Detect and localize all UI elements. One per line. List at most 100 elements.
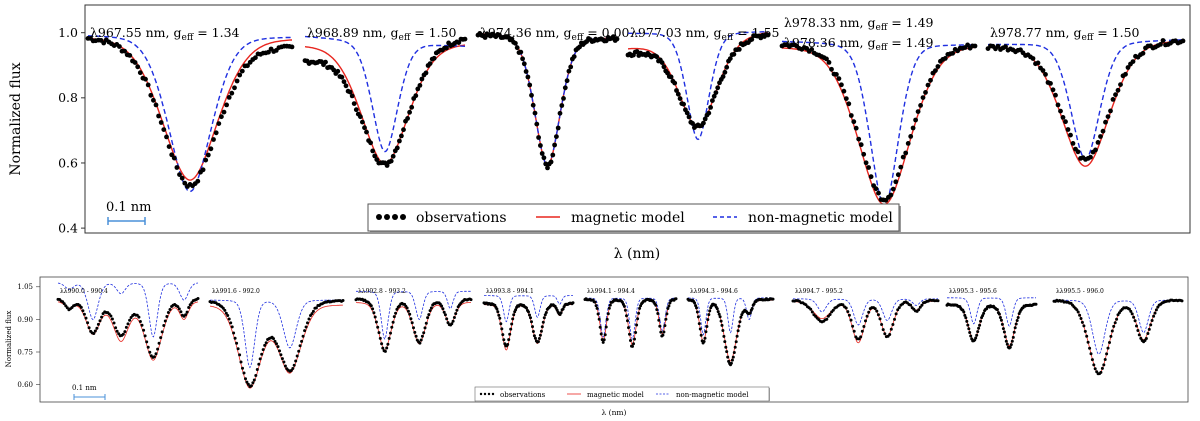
bottom-panel: λλ994.7 - 995.2 <box>791 288 940 344</box>
top-nonmagnetic-model-line <box>305 35 465 153</box>
bottom-observation-point <box>719 319 723 323</box>
top-observation-point <box>965 42 970 48</box>
top-observation-point <box>341 79 347 85</box>
top-observation-point <box>555 125 561 131</box>
top-observation-point <box>873 186 879 192</box>
bottom-observation-point <box>509 327 513 331</box>
bottom-observation-point <box>371 307 375 311</box>
bottom-observation-point <box>849 318 853 322</box>
top-observation-point <box>918 103 923 108</box>
top-nonmagnetic-model-line <box>88 35 292 193</box>
bottom-observation-point <box>602 338 606 342</box>
bottom-observation-point <box>655 308 659 312</box>
bottom-observation-point <box>229 321 233 325</box>
bottom-observation-point <box>860 329 864 333</box>
bottom-observation-point <box>496 310 500 314</box>
top-observation-point <box>372 153 378 159</box>
bottom-observation-point <box>1015 319 1019 322</box>
bottom-observation-point <box>252 378 256 382</box>
panel-wavelength: λ968.89 nm, g <box>307 25 399 40</box>
top-observation-point <box>933 68 938 73</box>
bottom-observation-point <box>965 319 969 323</box>
bottom-observation-point <box>544 311 548 314</box>
top-observation-point <box>1100 128 1106 134</box>
top-observation-point <box>711 93 717 99</box>
top-observation-point <box>634 49 640 54</box>
bottom-observation-point <box>156 347 160 351</box>
top-observations <box>302 36 468 168</box>
bottom-nonmagnetic-model-line <box>688 297 774 336</box>
bottom-observation-point <box>383 349 387 353</box>
bottom-observation-point <box>410 321 414 325</box>
bottom-observation-point <box>282 360 286 364</box>
bottom-observation-point <box>541 320 545 324</box>
top-panel: λ968.89 nm, geff = 1.50 <box>302 25 468 168</box>
bottom-observation-point <box>152 355 156 359</box>
top-observation-point <box>928 77 933 83</box>
top-observation-point <box>153 102 159 108</box>
top-observation-point <box>200 167 206 173</box>
bottom-observation-point <box>607 306 611 310</box>
bottom-panel: λλ995.5 - 996.0 <box>1052 288 1184 376</box>
bottom-observation-point <box>975 333 979 337</box>
bottom-observation-point <box>531 330 535 333</box>
panel-wavelength: λ967.55 nm, g <box>90 25 182 40</box>
bottom-observation-point <box>226 314 230 317</box>
top-observation-point <box>161 127 167 132</box>
bottom-observation-point <box>303 329 307 333</box>
top-observation-point <box>923 90 928 95</box>
top-observation-point <box>851 119 857 125</box>
top-observation-point <box>203 157 209 163</box>
top-observation-point <box>1108 108 1113 114</box>
panel-geff-subscript: eff <box>1082 33 1094 43</box>
bottom-observation-point <box>469 298 473 302</box>
top-observation-point <box>908 134 914 139</box>
top-observation-point <box>1123 71 1128 77</box>
bottom-observation-point <box>732 351 736 354</box>
bottom-observation-point <box>418 341 422 345</box>
bottom-observation-point <box>238 353 242 357</box>
top-observation-point <box>690 121 695 126</box>
bottom-observation-point <box>598 325 602 329</box>
top-observation-point <box>614 36 620 42</box>
top-observation-point <box>513 40 518 46</box>
top-observation-point <box>710 98 715 103</box>
bottom-observation-point <box>721 329 725 332</box>
top-observation-point <box>226 95 232 100</box>
top-observation-point <box>1115 87 1121 93</box>
bottom-observation-point <box>665 312 669 316</box>
top-observation-point <box>169 152 175 158</box>
top-scale-bar: 0.1 nm <box>106 200 152 225</box>
bottom-observation-point <box>625 314 628 318</box>
top-panels: λ967.55 nm, g eff = 1.34 λ968.89 nm, geff … <box>85 15 1186 207</box>
top-observations <box>625 32 771 130</box>
bottom-observation-point <box>273 339 277 343</box>
top-observation-point <box>702 116 708 122</box>
bottom-observation-point <box>638 306 642 310</box>
top-scale-bar-label: 0.1 nm <box>106 200 152 215</box>
bottom-observation-point <box>84 316 88 320</box>
bottom-observation-point <box>594 304 598 308</box>
legend-marker-observations <box>376 214 406 220</box>
bottom-observation-point <box>661 333 665 337</box>
bottom-observations <box>583 297 678 348</box>
bottom-observation-point <box>893 317 896 321</box>
panel-geff-value: = 1.34 <box>193 25 239 40</box>
bottom-observation-point <box>497 313 501 317</box>
bottom-observation-point <box>533 336 537 340</box>
top-observation-point <box>566 68 572 74</box>
top-observation-point <box>1130 59 1136 64</box>
bottom-observation-point <box>657 318 661 322</box>
top-observation-point <box>905 141 911 146</box>
top-observation-point <box>237 72 243 78</box>
bottom-observation-point <box>426 316 430 320</box>
top-observation-point <box>659 60 665 65</box>
top-observation-point <box>554 134 559 140</box>
bottom-observation-point <box>1082 324 1086 328</box>
top-y-ticks: 0.4 0.6 0.8 1.0 <box>58 25 85 235</box>
bottom-observation-point <box>695 306 698 310</box>
top-observation-point <box>224 102 230 108</box>
bottom-observation-point <box>658 324 662 328</box>
bottom-observation-point <box>272 337 275 341</box>
bottom-observation-point <box>160 330 164 334</box>
